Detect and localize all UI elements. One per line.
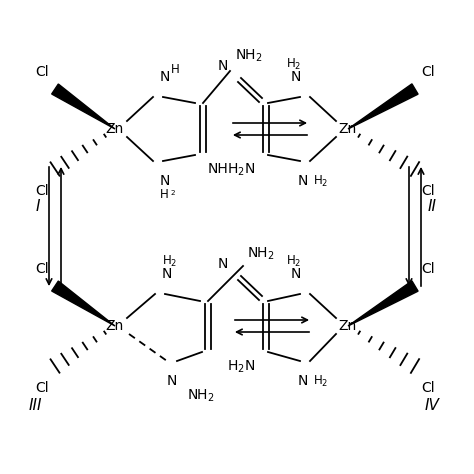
Polygon shape (52, 281, 115, 326)
Text: Cl: Cl (35, 381, 49, 395)
Text: H$_2$: H$_2$ (286, 57, 301, 72)
Text: Zn: Zn (339, 319, 357, 333)
Text: H$_2$: H$_2$ (313, 174, 328, 189)
Polygon shape (52, 84, 115, 129)
Text: $_2$: $_2$ (170, 188, 176, 198)
Text: I: I (36, 199, 40, 213)
Text: H$_2$N: H$_2$N (227, 359, 255, 375)
Text: H$_2$: H$_2$ (162, 254, 177, 269)
Text: Cl: Cl (421, 65, 435, 79)
Text: Cl: Cl (421, 262, 435, 276)
Text: Zn: Zn (339, 122, 357, 136)
Text: N: N (291, 267, 301, 281)
Polygon shape (348, 84, 418, 129)
Text: II: II (428, 199, 437, 213)
Text: N: N (298, 374, 308, 388)
Text: IV: IV (425, 399, 439, 413)
Text: NH: NH (208, 162, 229, 176)
Text: Cl: Cl (35, 184, 49, 198)
Text: H$_2$N: H$_2$N (227, 162, 255, 178)
Text: H$_2$: H$_2$ (313, 374, 328, 389)
Text: H$_2$: H$_2$ (286, 254, 301, 269)
Text: Cl: Cl (421, 381, 435, 395)
Text: N: N (160, 174, 170, 188)
Text: III: III (28, 399, 42, 413)
Text: N: N (162, 267, 173, 281)
Polygon shape (348, 281, 418, 326)
Text: N: N (218, 257, 228, 271)
Text: Cl: Cl (421, 184, 435, 198)
Text: Zn: Zn (106, 319, 124, 333)
Text: NH$_2$: NH$_2$ (247, 246, 274, 262)
Text: NH$_2$: NH$_2$ (235, 47, 263, 64)
Text: N: N (291, 70, 301, 84)
Text: Cl: Cl (35, 65, 49, 79)
Text: Cl: Cl (35, 262, 49, 276)
Text: Zn: Zn (106, 122, 124, 136)
Text: NH$_2$: NH$_2$ (187, 388, 215, 404)
Text: H: H (171, 63, 180, 76)
Text: N: N (160, 70, 170, 84)
Text: N: N (298, 174, 308, 188)
Text: N: N (218, 59, 228, 73)
Text: N: N (167, 374, 177, 388)
Text: H: H (160, 188, 169, 201)
